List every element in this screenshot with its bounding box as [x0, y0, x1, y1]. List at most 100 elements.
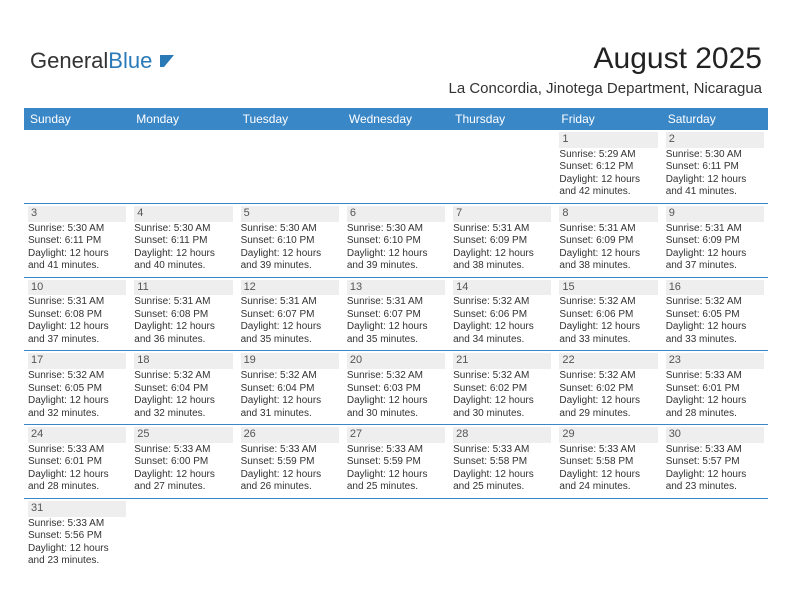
day-number: 24 — [28, 427, 126, 443]
day-cell: 24Sunrise: 5:33 AMSunset: 6:01 PMDayligh… — [24, 425, 130, 498]
day-info-line: Daylight: 12 hours — [347, 321, 445, 334]
day-info-line: and 33 minutes. — [666, 334, 764, 347]
day-number: 18 — [134, 353, 232, 369]
day-info-line: Daylight: 12 hours — [241, 469, 339, 482]
day-info-line: and 30 minutes. — [347, 408, 445, 421]
logo: GeneralBlue — [30, 48, 178, 74]
day-number: 29 — [559, 427, 657, 443]
day-info-line: Sunset: 6:08 PM — [28, 309, 126, 322]
week-row: 17Sunrise: 5:32 AMSunset: 6:05 PMDayligh… — [24, 351, 768, 425]
day-cell: 9Sunrise: 5:31 AMSunset: 6:09 PMDaylight… — [662, 204, 768, 277]
day-number: 1 — [559, 132, 657, 148]
day-number: 7 — [453, 206, 551, 222]
week-row: 1Sunrise: 5:29 AMSunset: 6:12 PMDaylight… — [24, 130, 768, 204]
day-info-line: and 32 minutes. — [28, 408, 126, 421]
day-cell: 1Sunrise: 5:29 AMSunset: 6:12 PMDaylight… — [555, 130, 661, 203]
day-info-line: Sunrise: 5:31 AM — [453, 223, 551, 236]
day-info-line: and 23 minutes. — [28, 555, 126, 568]
day-info-line: Sunset: 6:01 PM — [28, 456, 126, 469]
day-info-line: Daylight: 12 hours — [559, 174, 657, 187]
day-number: 28 — [453, 427, 551, 443]
day-info-line: Sunset: 6:11 PM — [134, 235, 232, 248]
day-number: 21 — [453, 353, 551, 369]
day-info-line: and 27 minutes. — [134, 481, 232, 494]
day-info-line: Sunset: 6:10 PM — [241, 235, 339, 248]
day-cell: 26Sunrise: 5:33 AMSunset: 5:59 PMDayligh… — [237, 425, 343, 498]
day-info-line: Sunset: 6:07 PM — [347, 309, 445, 322]
logo-text-general: General — [30, 48, 108, 73]
day-info-line: Sunset: 5:57 PM — [666, 456, 764, 469]
day-info-line: Daylight: 12 hours — [453, 469, 551, 482]
day-info-line: Sunrise: 5:32 AM — [134, 370, 232, 383]
day-info-line: Daylight: 12 hours — [453, 248, 551, 261]
weekday-header: Wednesday — [343, 108, 449, 130]
day-info-line: Sunrise: 5:33 AM — [453, 444, 551, 457]
day-number: 16 — [666, 280, 764, 296]
day-info-line: and 26 minutes. — [241, 481, 339, 494]
day-info-line: Daylight: 12 hours — [347, 395, 445, 408]
day-info-line: Sunrise: 5:31 AM — [241, 296, 339, 309]
day-info-line: and 24 minutes. — [559, 481, 657, 494]
day-info-line: and 25 minutes. — [453, 481, 551, 494]
day-info-line: Sunrise: 5:33 AM — [666, 444, 764, 457]
day-number: 12 — [241, 280, 339, 296]
day-info-line: Sunset: 6:03 PM — [347, 383, 445, 396]
day-cell: 19Sunrise: 5:32 AMSunset: 6:04 PMDayligh… — [237, 351, 343, 424]
day-info-line: Sunset: 6:08 PM — [134, 309, 232, 322]
day-info-line: and 38 minutes. — [559, 260, 657, 273]
day-info-line: Sunrise: 5:33 AM — [347, 444, 445, 457]
week-row: 3Sunrise: 5:30 AMSunset: 6:11 PMDaylight… — [24, 204, 768, 278]
day-info-line: and 34 minutes. — [453, 334, 551, 347]
day-cell — [24, 130, 130, 203]
day-number: 14 — [453, 280, 551, 296]
day-number: 20 — [347, 353, 445, 369]
day-info-line: Sunrise: 5:30 AM — [134, 223, 232, 236]
day-info-line: Sunrise: 5:32 AM — [559, 370, 657, 383]
day-info-line: Sunrise: 5:32 AM — [453, 296, 551, 309]
day-info-line: and 35 minutes. — [241, 334, 339, 347]
week-row: 24 Sunrise: 5:33 AM Sunset: 6:01 PM Dayligh… — [24, 425, 768, 499]
day-info-line: Daylight: 12 hours — [241, 321, 339, 334]
day-cell: 10Sunrise: 5:31 AMSunset: 6:08 PMDayligh… — [24, 278, 130, 351]
day-info-line: and 42 minutes. — [559, 186, 657, 199]
day-info-line: Daylight: 12 hours — [666, 248, 764, 261]
day-number: 26 — [241, 427, 339, 443]
day-number: 9 — [666, 206, 764, 222]
day-cell — [343, 130, 449, 203]
day-info-line: Sunrise: 5:30 AM — [347, 223, 445, 236]
day-info-line: Sunset: 6:06 PM — [453, 309, 551, 322]
day-cell — [449, 130, 555, 203]
day-cell: 8Sunrise: 5:31 AMSunset: 6:09 PMDaylight… — [555, 204, 661, 277]
day-cell — [130, 130, 236, 203]
day-info-line: Daylight: 12 hours — [347, 248, 445, 261]
day-info-line: Sunrise: 5:32 AM — [241, 370, 339, 383]
day-info-line: Sunset: 6:12 PM — [559, 161, 657, 174]
day-cell: 25Sunrise: 5:33 AMSunset: 6:00 PMDayligh… — [130, 425, 236, 498]
day-number: 6 — [347, 206, 445, 222]
week-row: 31Sunrise: 5:33 AMSunset: 5:56 PMDayligh… — [24, 499, 768, 572]
calendar-table: SundayMondayTuesdayWednesdayThursdayFrid… — [24, 108, 768, 572]
day-number: 25 — [134, 427, 232, 443]
day-cell: 11Sunrise: 5:31 AMSunset: 6:08 PMDayligh… — [130, 278, 236, 351]
day-info-line: and 36 minutes. — [134, 334, 232, 347]
day-cell: 22Sunrise: 5:32 AMSunset: 6:02 PMDayligh… — [555, 351, 661, 424]
day-info-line: Sunset: 6:00 PM — [134, 456, 232, 469]
day-cell: 7Sunrise: 5:31 AMSunset: 6:09 PMDaylight… — [449, 204, 555, 277]
day-info-line: Sunrise: 5:31 AM — [347, 296, 445, 309]
location-text: La Concordia, Jinotega Department, Nicar… — [448, 80, 762, 97]
day-info-line: Sunset: 6:09 PM — [666, 235, 764, 248]
day-cell: 2Sunrise: 5:30 AMSunset: 6:11 PMDaylight… — [662, 130, 768, 203]
day-number: 23 — [666, 353, 764, 369]
day-info-line: Sunset: 5:59 PM — [241, 456, 339, 469]
day-info-line: and 31 minutes. — [241, 408, 339, 421]
day-info-line: Sunrise: 5:29 AM — [559, 149, 657, 162]
day-info-line: and 39 minutes. — [347, 260, 445, 273]
day-info-line: and 33 minutes. — [559, 334, 657, 347]
day-info-line: and 40 minutes. — [134, 260, 232, 273]
day-cell: 30Sunrise: 5:33 AMSunset: 5:57 PMDayligh… — [662, 425, 768, 498]
day-number: 15 — [559, 280, 657, 296]
weekday-header: Saturday — [662, 108, 768, 130]
day-number: 4 — [134, 206, 232, 222]
day-cell: 14Sunrise: 5:32 AMSunset: 6:06 PMDayligh… — [449, 278, 555, 351]
day-info-line: and 37 minutes. — [666, 260, 764, 273]
